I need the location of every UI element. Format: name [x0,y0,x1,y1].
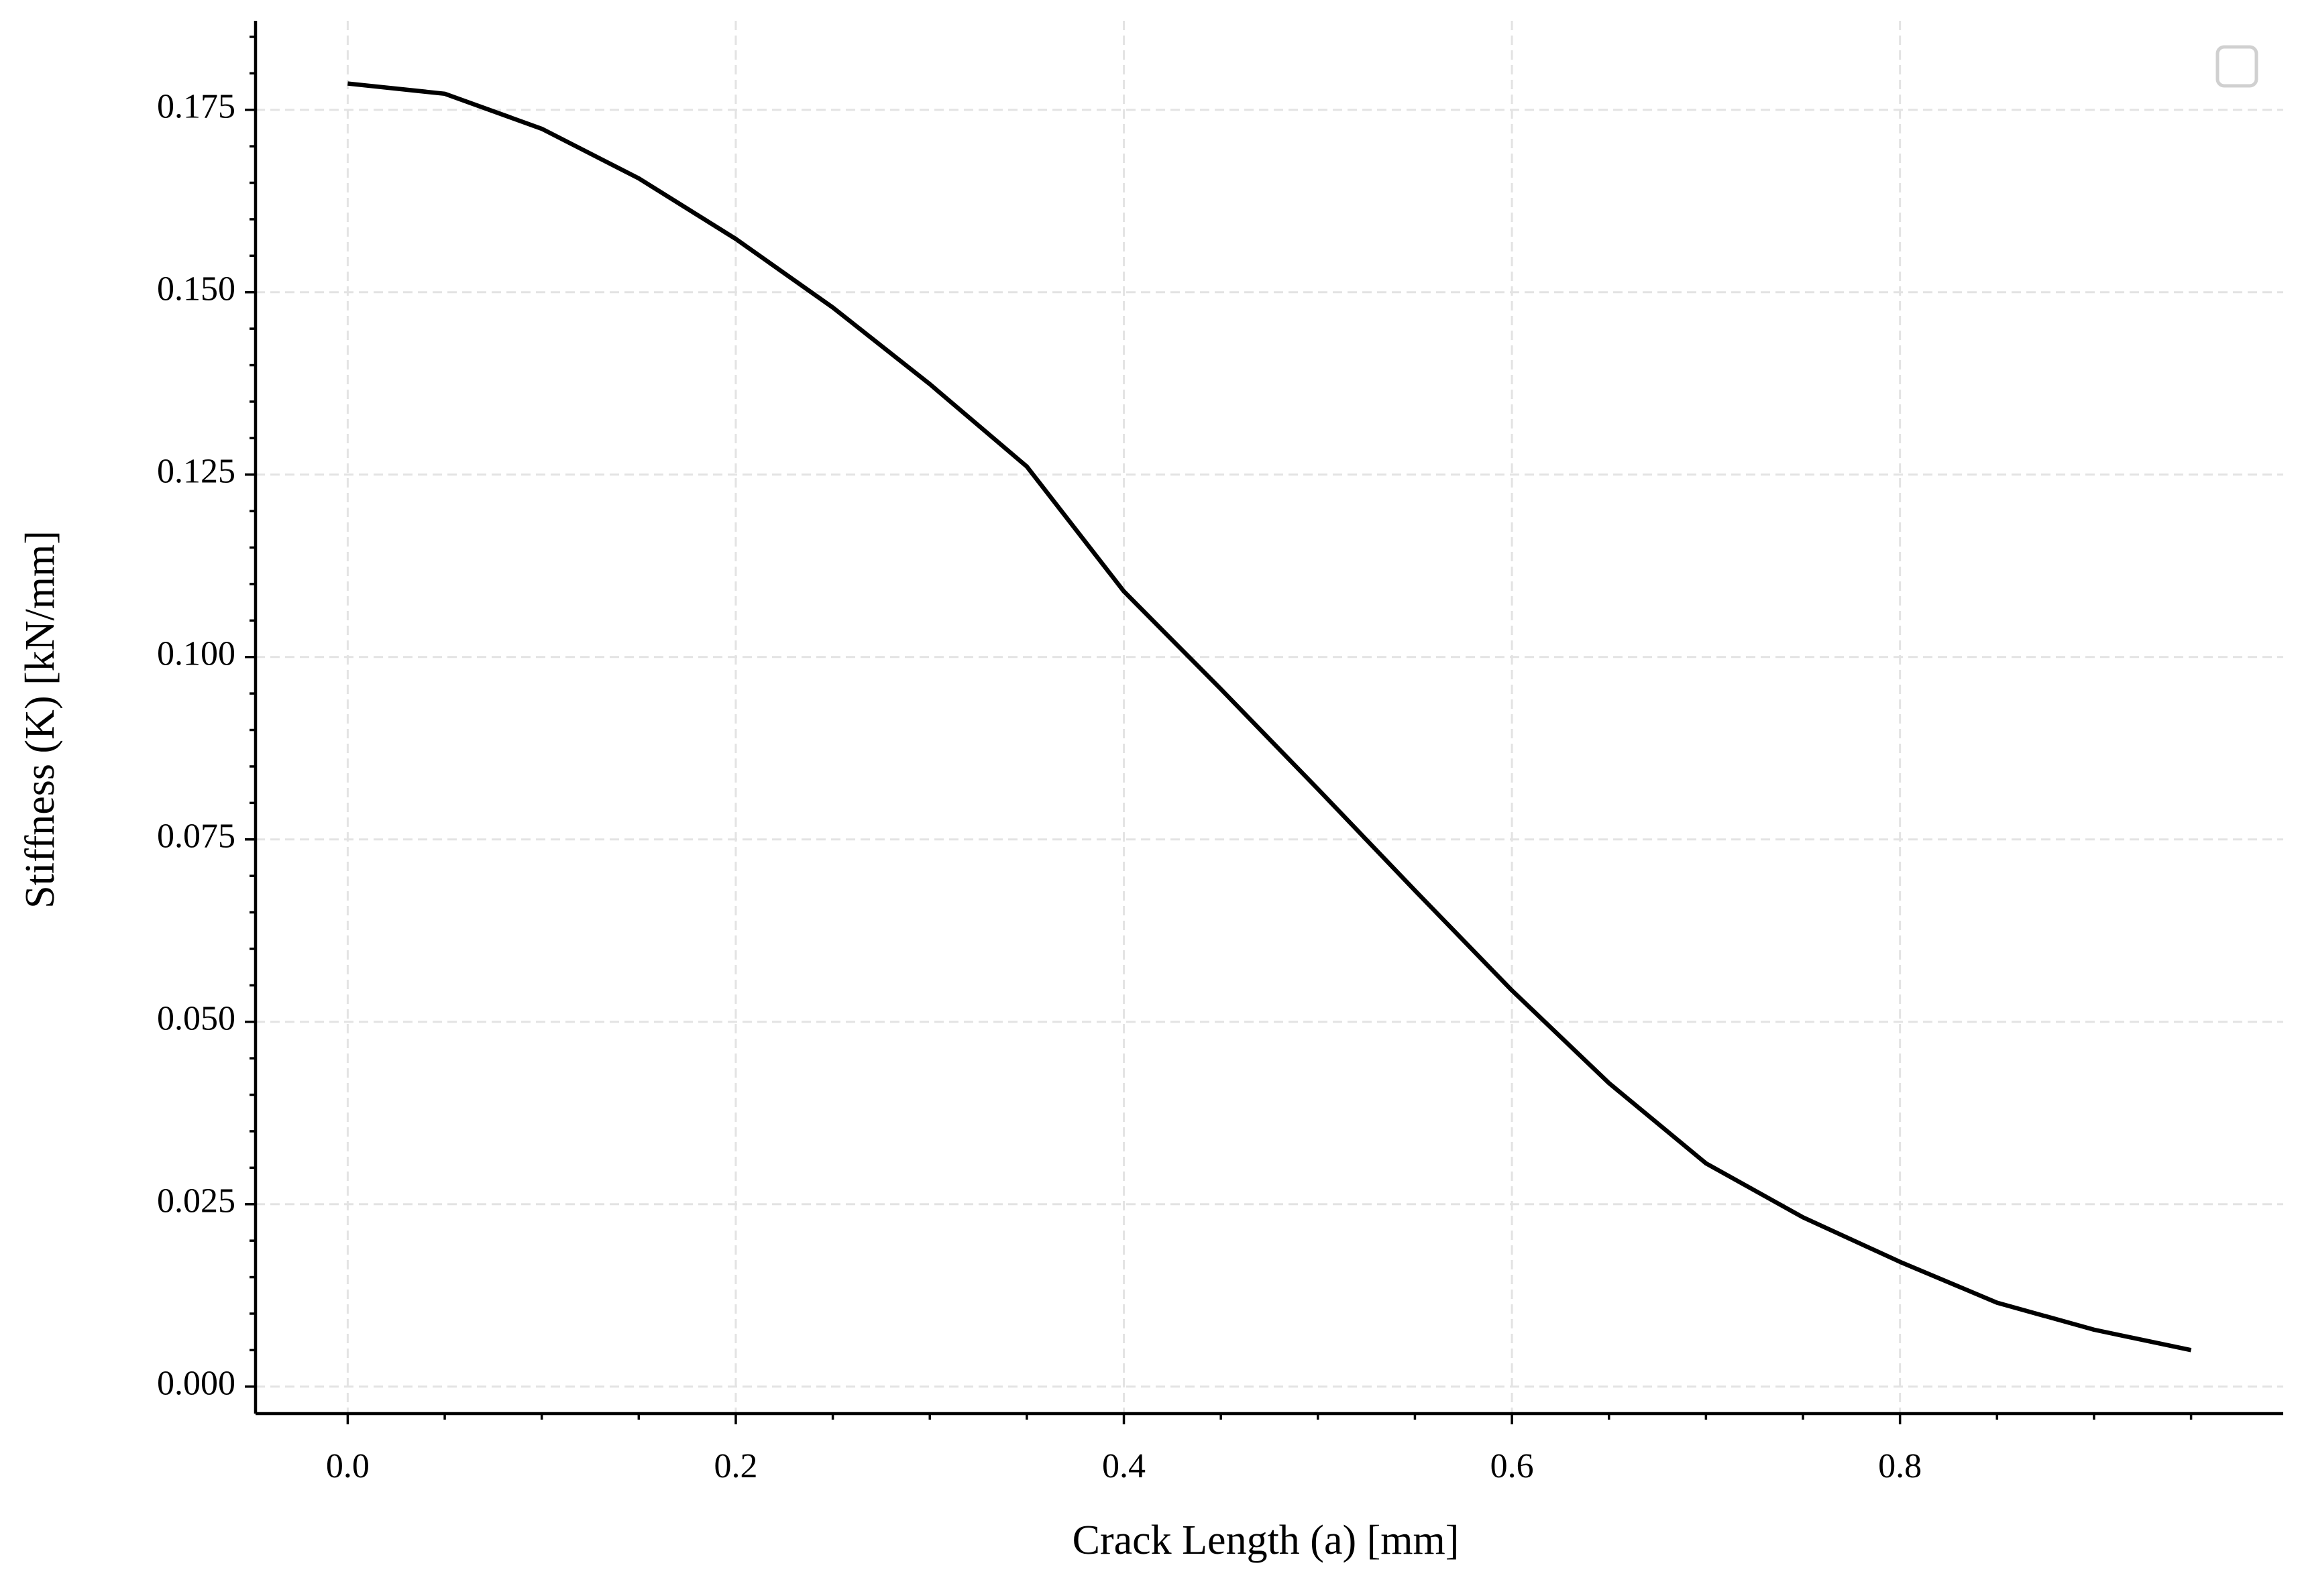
y-tick-label: 0.000 [157,1365,235,1403]
y-tick-label: 0.050 [157,1000,235,1038]
y-tick-label: 0.150 [157,270,235,308]
x-tick-label: 0.6 [1490,1447,1534,1485]
y-tick-label: 0.125 [157,453,235,491]
legend-box [2215,45,2258,88]
line-series [347,81,2192,1353]
y-axis-label: Stiffness (K) [kN/mm] [17,530,63,909]
x-tick-label: 0.8 [1878,1447,1922,1485]
x-axis-label: Crack Length (a) [mm] [1073,1518,1460,1563]
y-tick-label: 0.025 [157,1182,235,1220]
x-tick-label: 0.4 [1102,1447,1146,1485]
x-tick-label: 0.2 [714,1447,757,1485]
y-tick-label: 0.175 [157,88,235,126]
x-tick-label: 0.0 [326,1447,370,1485]
y-tick-label: 0.075 [157,817,235,856]
y-tick-label: 0.100 [157,635,235,673]
